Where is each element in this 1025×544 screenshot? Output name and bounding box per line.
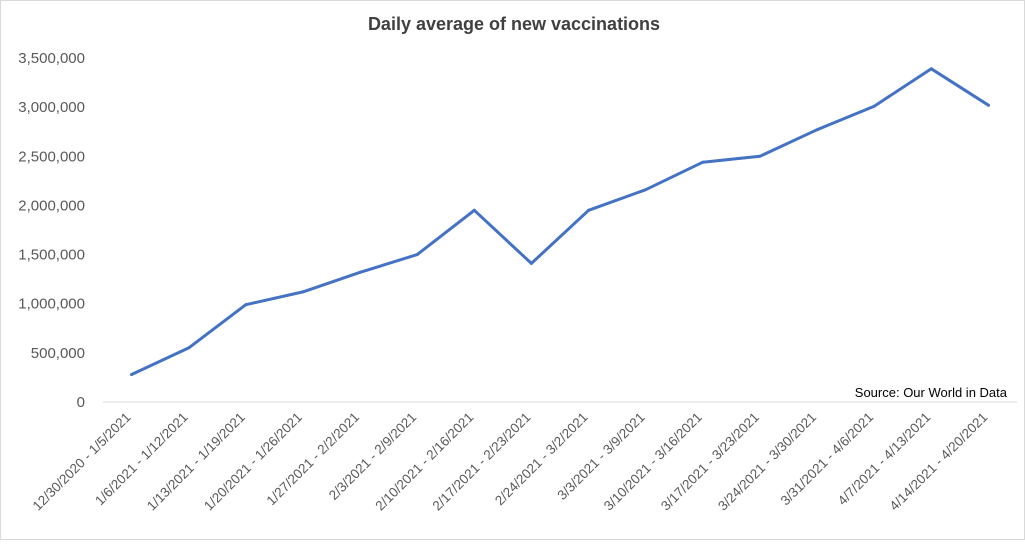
source-annotation: Source: Our World in Data [855,385,1008,400]
data-point [472,208,476,212]
x-tick-label: 2/17/2021 - 2/23/2021 [430,410,534,514]
x-tick-label: 1/20/2021 - 1/26/2021 [201,410,305,514]
y-tick-label: 2,500,000 [18,148,85,165]
y-tick-label: 0 [77,394,85,411]
data-point [986,103,990,107]
data-point [587,208,591,212]
x-tick-label: 1/13/2021 - 1/19/2021 [144,410,248,514]
series-layer [130,67,990,376]
data-point [415,253,419,257]
data-point [301,290,305,294]
data-point [815,128,819,132]
x-tick-label: 12/30/2020 - 1/5/2021 [30,410,134,514]
data-point [244,303,248,307]
x-tick-label: 4/14/2021 - 4/20/2021 [887,410,991,514]
y-tick-label: 3,000,000 [18,99,85,116]
data-point [187,346,191,350]
x-tick-label: 3/10/2021 - 3/16/2021 [601,410,705,514]
chart-title: Daily average of new vaccinations [368,14,660,34]
x-tick-label: 3/17/2021 - 3/23/2021 [658,410,762,514]
data-point [130,373,134,376]
y-tick-label: 3,500,000 [18,50,85,67]
y-tick-label: 500,000 [31,345,85,362]
y-tick-label: 2,000,000 [18,197,85,214]
x-tick-label: 2/10/2021 - 2/16/2021 [372,410,476,514]
x-tick-label: 3/24/2021 - 3/30/2021 [715,410,819,514]
y-tick-label: 1,500,000 [18,247,85,264]
data-point [872,104,876,108]
data-point [529,261,533,265]
series-line [130,67,990,376]
data-point [644,188,648,192]
data-point [358,270,362,274]
y-tick-label: 1,000,000 [18,296,85,313]
data-point [701,160,705,164]
y-axis-ticks: 0 500,000 1,000,000 1,500,000 2,000,000 2,500… [18,50,85,411]
data-point [758,154,762,158]
data-point [929,67,933,71]
